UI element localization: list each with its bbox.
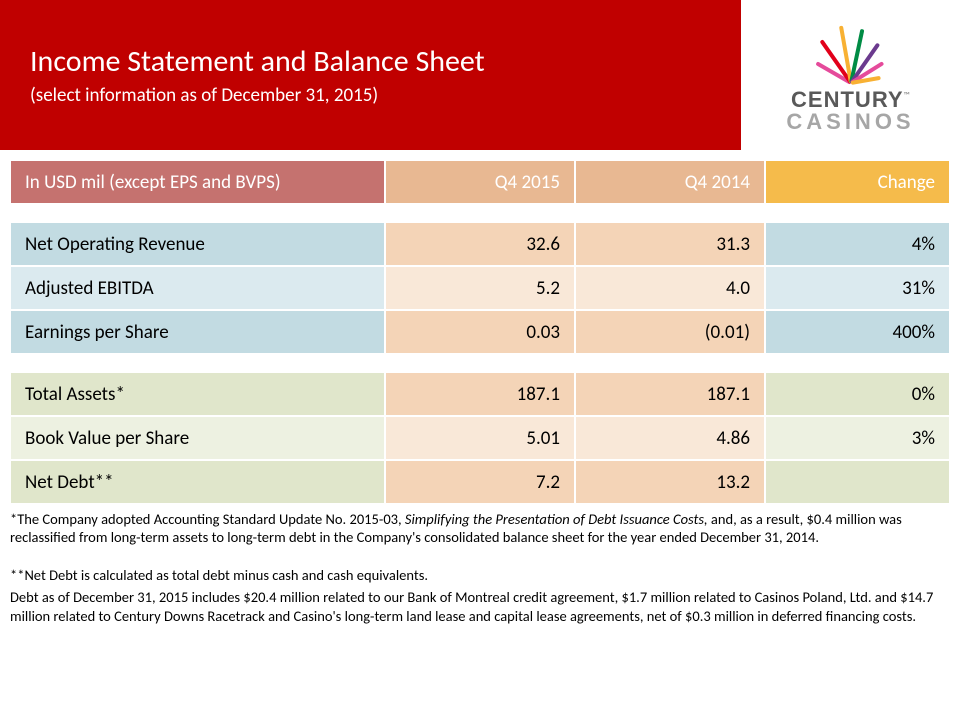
col-header-change: Change (765, 160, 950, 204)
cell-label: Net Debt** (10, 460, 385, 504)
financial-table: In USD mil (except EPS and BVPS) Q4 2015… (10, 160, 950, 504)
cell-q2: 4.86 (575, 416, 765, 460)
cell-q1: 0.03 (385, 310, 575, 354)
col-header-q2: Q4 2014 (575, 160, 765, 204)
page-subtitle: (select information as of December 31, 2… (30, 84, 711, 107)
table-row: Total Assets* 187.1 187.1 0% (10, 372, 950, 416)
cell-q2: 13.2 (575, 460, 765, 504)
cell-q2: 187.1 (575, 372, 765, 416)
cell-label: Net Operating Revenue (10, 222, 385, 266)
slide-header: Income Statement and Balance Sheet (sele… (0, 0, 960, 150)
table-row: Book Value per Share 5.01 4.86 3% (10, 416, 950, 460)
cell-q2: 31.3 (575, 222, 765, 266)
table-row: Net Debt** 7.2 13.2 (10, 460, 950, 504)
col-header-q1: Q4 2015 (385, 160, 575, 204)
footnotes: *The Company adopted Accounting Standard… (0, 504, 960, 625)
cell-q1: 187.1 (385, 372, 575, 416)
spacer-row (10, 354, 950, 372)
cell-q1: 32.6 (385, 222, 575, 266)
spacer-row (10, 204, 950, 222)
table-row: Earnings per Share 0.03 (0.01) 400% (10, 310, 950, 354)
cell-q1: 7.2 (385, 460, 575, 504)
cell-q1: 5.01 (385, 416, 575, 460)
cell-q2: 4.0 (575, 266, 765, 310)
cell-change: 0% (765, 372, 950, 416)
cell-change: 3% (765, 416, 950, 460)
cell-label: Adjusted EBITDA (10, 266, 385, 310)
cell-change (765, 460, 950, 504)
cell-label: Earnings per Share (10, 310, 385, 354)
cell-q1: 5.2 (385, 266, 575, 310)
footnote-2: **Net Debt is calculated as total debt m… (10, 566, 950, 584)
cell-change: 4% (765, 222, 950, 266)
table-row: Adjusted EBITDA 5.2 4.0 31% (10, 266, 950, 310)
cell-change: 31% (765, 266, 950, 310)
company-logo: CENTURY™ CASINOS (741, 0, 960, 150)
cell-q2: (0.01) (575, 310, 765, 354)
page-title: Income Statement and Balance Sheet (30, 45, 711, 78)
cell-label: Book Value per Share (10, 416, 385, 460)
header-red-block: Income Statement and Balance Sheet (sele… (0, 0, 741, 150)
cell-label: Total Assets* (10, 372, 385, 416)
cell-change: 400% (765, 310, 950, 354)
logo-text-line2: CASINOS (786, 112, 914, 133)
table-header-row: In USD mil (except EPS and BVPS) Q4 2015… (10, 160, 950, 204)
table-row: Net Operating Revenue 32.6 31.3 4% (10, 222, 950, 266)
footnote-3: Debt as of December 31, 2015 includes $2… (10, 588, 950, 624)
col-header-label: In USD mil (except EPS and BVPS) (10, 160, 385, 204)
content-area: In USD mil (except EPS and BVPS) Q4 2015… (0, 150, 960, 504)
footnote-1: *The Company adopted Accounting Standard… (10, 510, 950, 546)
logo-burst-icon (803, 18, 898, 88)
